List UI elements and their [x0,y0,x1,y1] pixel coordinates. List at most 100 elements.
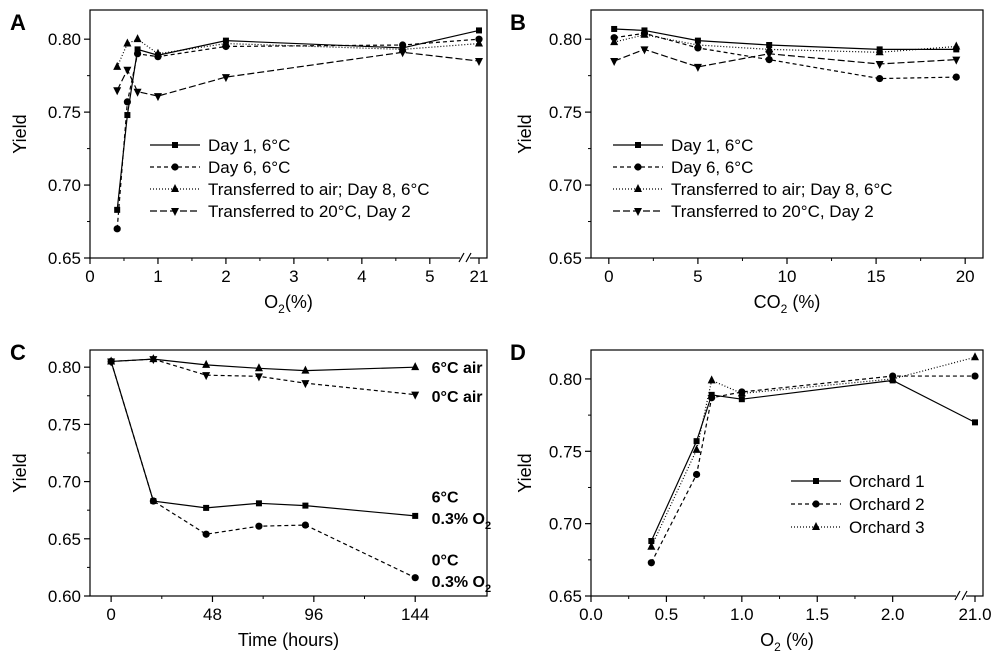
data-point [153,48,162,57]
axis-break-gap [460,254,470,262]
data-point [610,37,619,46]
data-point [255,522,263,530]
axis-break-mark [954,590,961,601]
legend-marker [172,142,178,148]
y-tick-label: 0.60 [48,587,81,606]
legend-marker [812,500,820,508]
data-point [412,512,419,519]
series-line [614,28,957,50]
axis-break-mark [961,590,968,601]
data-point [133,50,142,58]
legend-label: Day 1, 6°C [208,136,290,155]
legend-label: Orchard 1 [849,472,925,491]
data-point [875,60,884,69]
x-tick-label: 20 [956,267,975,286]
data-point [254,363,263,372]
panel-letter: A [10,10,26,35]
y-tick-label: 0.80 [549,30,582,49]
axis-break-mark [458,252,465,263]
annotation-text: 6°C air [432,360,483,377]
series-3 [647,352,979,550]
legend-label: Orchard 3 [849,518,925,537]
data-point [123,38,132,47]
data-point [202,530,210,538]
annotation-sub: 2 [485,520,491,532]
data-point [640,46,649,55]
x-axis-title-sub: 2 [278,302,285,316]
x-tick-label: 4 [357,267,366,286]
annotation: 0.3% O2 [432,574,491,595]
data-point [123,66,132,75]
data-point [114,206,121,213]
annotation: 0°C [432,552,459,569]
axis-break-gap [956,592,966,600]
x-tick-label: 5 [693,267,702,286]
y-tick-label: 0.70 [549,176,582,195]
data-point [254,373,263,382]
annotation-text: 6°C [432,489,459,506]
data-point [302,502,309,509]
data-point [123,98,131,106]
panel-letter: B [510,10,526,35]
data-point [301,380,310,389]
data-point [647,559,655,567]
data-point [153,93,162,102]
x-axis-title-main: O [264,292,278,312]
data-point [475,38,483,47]
y-tick-label: 0.70 [549,515,582,534]
y-tick-label: 0.65 [48,530,81,549]
data-point [113,61,122,70]
legend-label: Day 1, 6°C [671,136,753,155]
data-point [411,574,419,582]
legend-label: Day 6, 6°C [671,158,753,177]
annotation-text: 0°C air [432,389,483,406]
data-point [693,438,700,445]
legend-label: Transferred to air; Day 8, 6°C [671,180,893,199]
series-line [110,361,416,579]
x-tick-label: 21.0 [958,605,991,624]
series-3 [113,34,483,70]
panel-letter: C [10,340,26,365]
legend-marker [171,184,179,192]
annotation-text: 0°C [432,552,459,569]
x-tick-label: 5 [425,267,434,286]
y-tick-label: 0.80 [48,30,81,49]
x-tick-label: 96 [304,605,323,624]
data-point [134,46,141,53]
data-point [149,497,157,505]
data-point [301,365,310,374]
x-tick-label: 1.5 [805,605,829,624]
data-point [971,372,979,380]
x-axis-title-sub: 2 [781,302,788,316]
y-tick-label: 0.65 [549,587,582,606]
data-point [610,58,619,67]
legend-label: Day 6, 6°C [208,158,290,177]
legend-marker [634,163,642,171]
x-tick-label: 0.0 [579,605,603,624]
data-point [875,47,884,56]
data-point [133,34,142,43]
series-3 [610,29,961,56]
x-axis-title: Time (hours) [238,630,339,650]
legend-marker [634,208,642,216]
data-point [765,50,774,59]
data-point [692,444,701,453]
data-point [221,38,230,47]
series-line [116,51,480,97]
legend: Day 1, 6°C Day 6, 6°C Transferred to air; … [150,136,430,221]
x-tick-label: 0 [604,267,613,286]
legend-label: Transferred to air; Day 8, 6°C [208,180,430,199]
data-point [640,29,649,38]
y-tick-label: 0.75 [549,103,582,122]
data-point [952,73,960,81]
x-axis-title-suffix: (%) [781,630,814,650]
series-1 [648,377,978,545]
y-axis-title: Yield [10,114,30,153]
data-point [398,49,407,58]
x-tick-label: 0 [85,267,94,286]
data-point [972,419,978,426]
y-tick-label: 0.80 [549,370,582,389]
x-axis-title-sub: 2 [774,640,781,654]
x-tick-label: 48 [203,605,222,624]
